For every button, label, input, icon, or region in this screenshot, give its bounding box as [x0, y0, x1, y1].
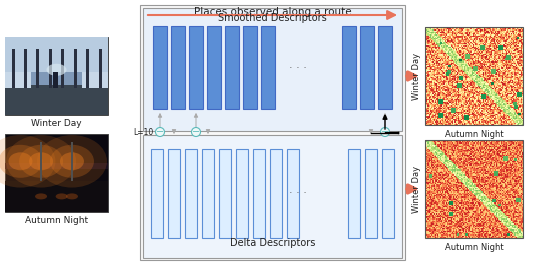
FancyBboxPatch shape — [219, 149, 231, 238]
FancyBboxPatch shape — [82, 72, 108, 88]
Ellipse shape — [0, 145, 43, 178]
FancyBboxPatch shape — [171, 26, 185, 109]
FancyBboxPatch shape — [5, 134, 108, 212]
Ellipse shape — [35, 193, 47, 199]
Text: −: − — [381, 127, 389, 137]
Ellipse shape — [19, 145, 63, 178]
FancyBboxPatch shape — [365, 149, 377, 238]
Text: Autumn Night: Autumn Night — [445, 243, 504, 252]
Circle shape — [380, 127, 390, 137]
FancyBboxPatch shape — [5, 37, 108, 115]
FancyBboxPatch shape — [5, 181, 108, 212]
Text: Delta Descriptors: Delta Descriptors — [230, 238, 315, 248]
FancyBboxPatch shape — [37, 49, 39, 88]
FancyBboxPatch shape — [5, 72, 31, 88]
FancyBboxPatch shape — [143, 135, 402, 258]
FancyBboxPatch shape — [5, 85, 108, 115]
Ellipse shape — [66, 193, 78, 199]
FancyBboxPatch shape — [185, 149, 197, 238]
Text: Winter Day: Winter Day — [412, 52, 421, 100]
Text: L=10: L=10 — [133, 127, 153, 137]
FancyBboxPatch shape — [168, 149, 180, 238]
Ellipse shape — [46, 64, 67, 76]
FancyBboxPatch shape — [61, 49, 64, 88]
FancyBboxPatch shape — [270, 149, 282, 238]
FancyBboxPatch shape — [382, 149, 394, 238]
FancyBboxPatch shape — [71, 142, 73, 181]
Text: Autumn Night: Autumn Night — [445, 130, 504, 139]
FancyBboxPatch shape — [348, 149, 360, 238]
Ellipse shape — [9, 152, 32, 170]
FancyBboxPatch shape — [360, 26, 374, 109]
Ellipse shape — [0, 135, 55, 188]
Circle shape — [192, 127, 201, 137]
FancyBboxPatch shape — [24, 49, 27, 88]
Text: · · ·: · · · — [289, 188, 307, 199]
FancyBboxPatch shape — [5, 163, 108, 169]
Text: −: − — [156, 127, 164, 137]
Text: Winter Day: Winter Day — [412, 165, 421, 213]
Ellipse shape — [60, 152, 84, 170]
Text: Winter Day: Winter Day — [31, 119, 82, 128]
FancyBboxPatch shape — [225, 26, 239, 109]
Ellipse shape — [29, 152, 53, 170]
Ellipse shape — [37, 135, 107, 188]
FancyBboxPatch shape — [151, 149, 163, 238]
FancyBboxPatch shape — [378, 26, 392, 109]
FancyBboxPatch shape — [243, 26, 257, 109]
Text: · · ·: · · · — [289, 62, 307, 73]
FancyBboxPatch shape — [261, 26, 275, 109]
FancyBboxPatch shape — [253, 149, 265, 238]
FancyBboxPatch shape — [11, 49, 15, 88]
FancyBboxPatch shape — [202, 149, 214, 238]
FancyBboxPatch shape — [53, 72, 59, 88]
FancyBboxPatch shape — [153, 26, 167, 109]
FancyBboxPatch shape — [189, 26, 203, 109]
Ellipse shape — [50, 145, 94, 178]
FancyBboxPatch shape — [287, 149, 299, 238]
Ellipse shape — [6, 135, 76, 188]
FancyBboxPatch shape — [40, 142, 42, 181]
FancyBboxPatch shape — [140, 5, 405, 260]
FancyBboxPatch shape — [342, 26, 356, 109]
FancyBboxPatch shape — [74, 49, 76, 88]
FancyBboxPatch shape — [98, 49, 102, 88]
FancyBboxPatch shape — [49, 49, 52, 88]
FancyBboxPatch shape — [207, 26, 221, 109]
Text: Autumn Night: Autumn Night — [25, 216, 88, 225]
Text: Smoothed Descriptors: Smoothed Descriptors — [218, 13, 327, 23]
FancyBboxPatch shape — [236, 149, 248, 238]
Ellipse shape — [55, 193, 68, 199]
FancyBboxPatch shape — [143, 8, 402, 131]
Text: Places observed along a route: Places observed along a route — [194, 7, 351, 17]
Circle shape — [155, 127, 165, 137]
FancyBboxPatch shape — [86, 49, 89, 88]
FancyBboxPatch shape — [5, 37, 108, 72]
Text: −: − — [192, 127, 200, 137]
